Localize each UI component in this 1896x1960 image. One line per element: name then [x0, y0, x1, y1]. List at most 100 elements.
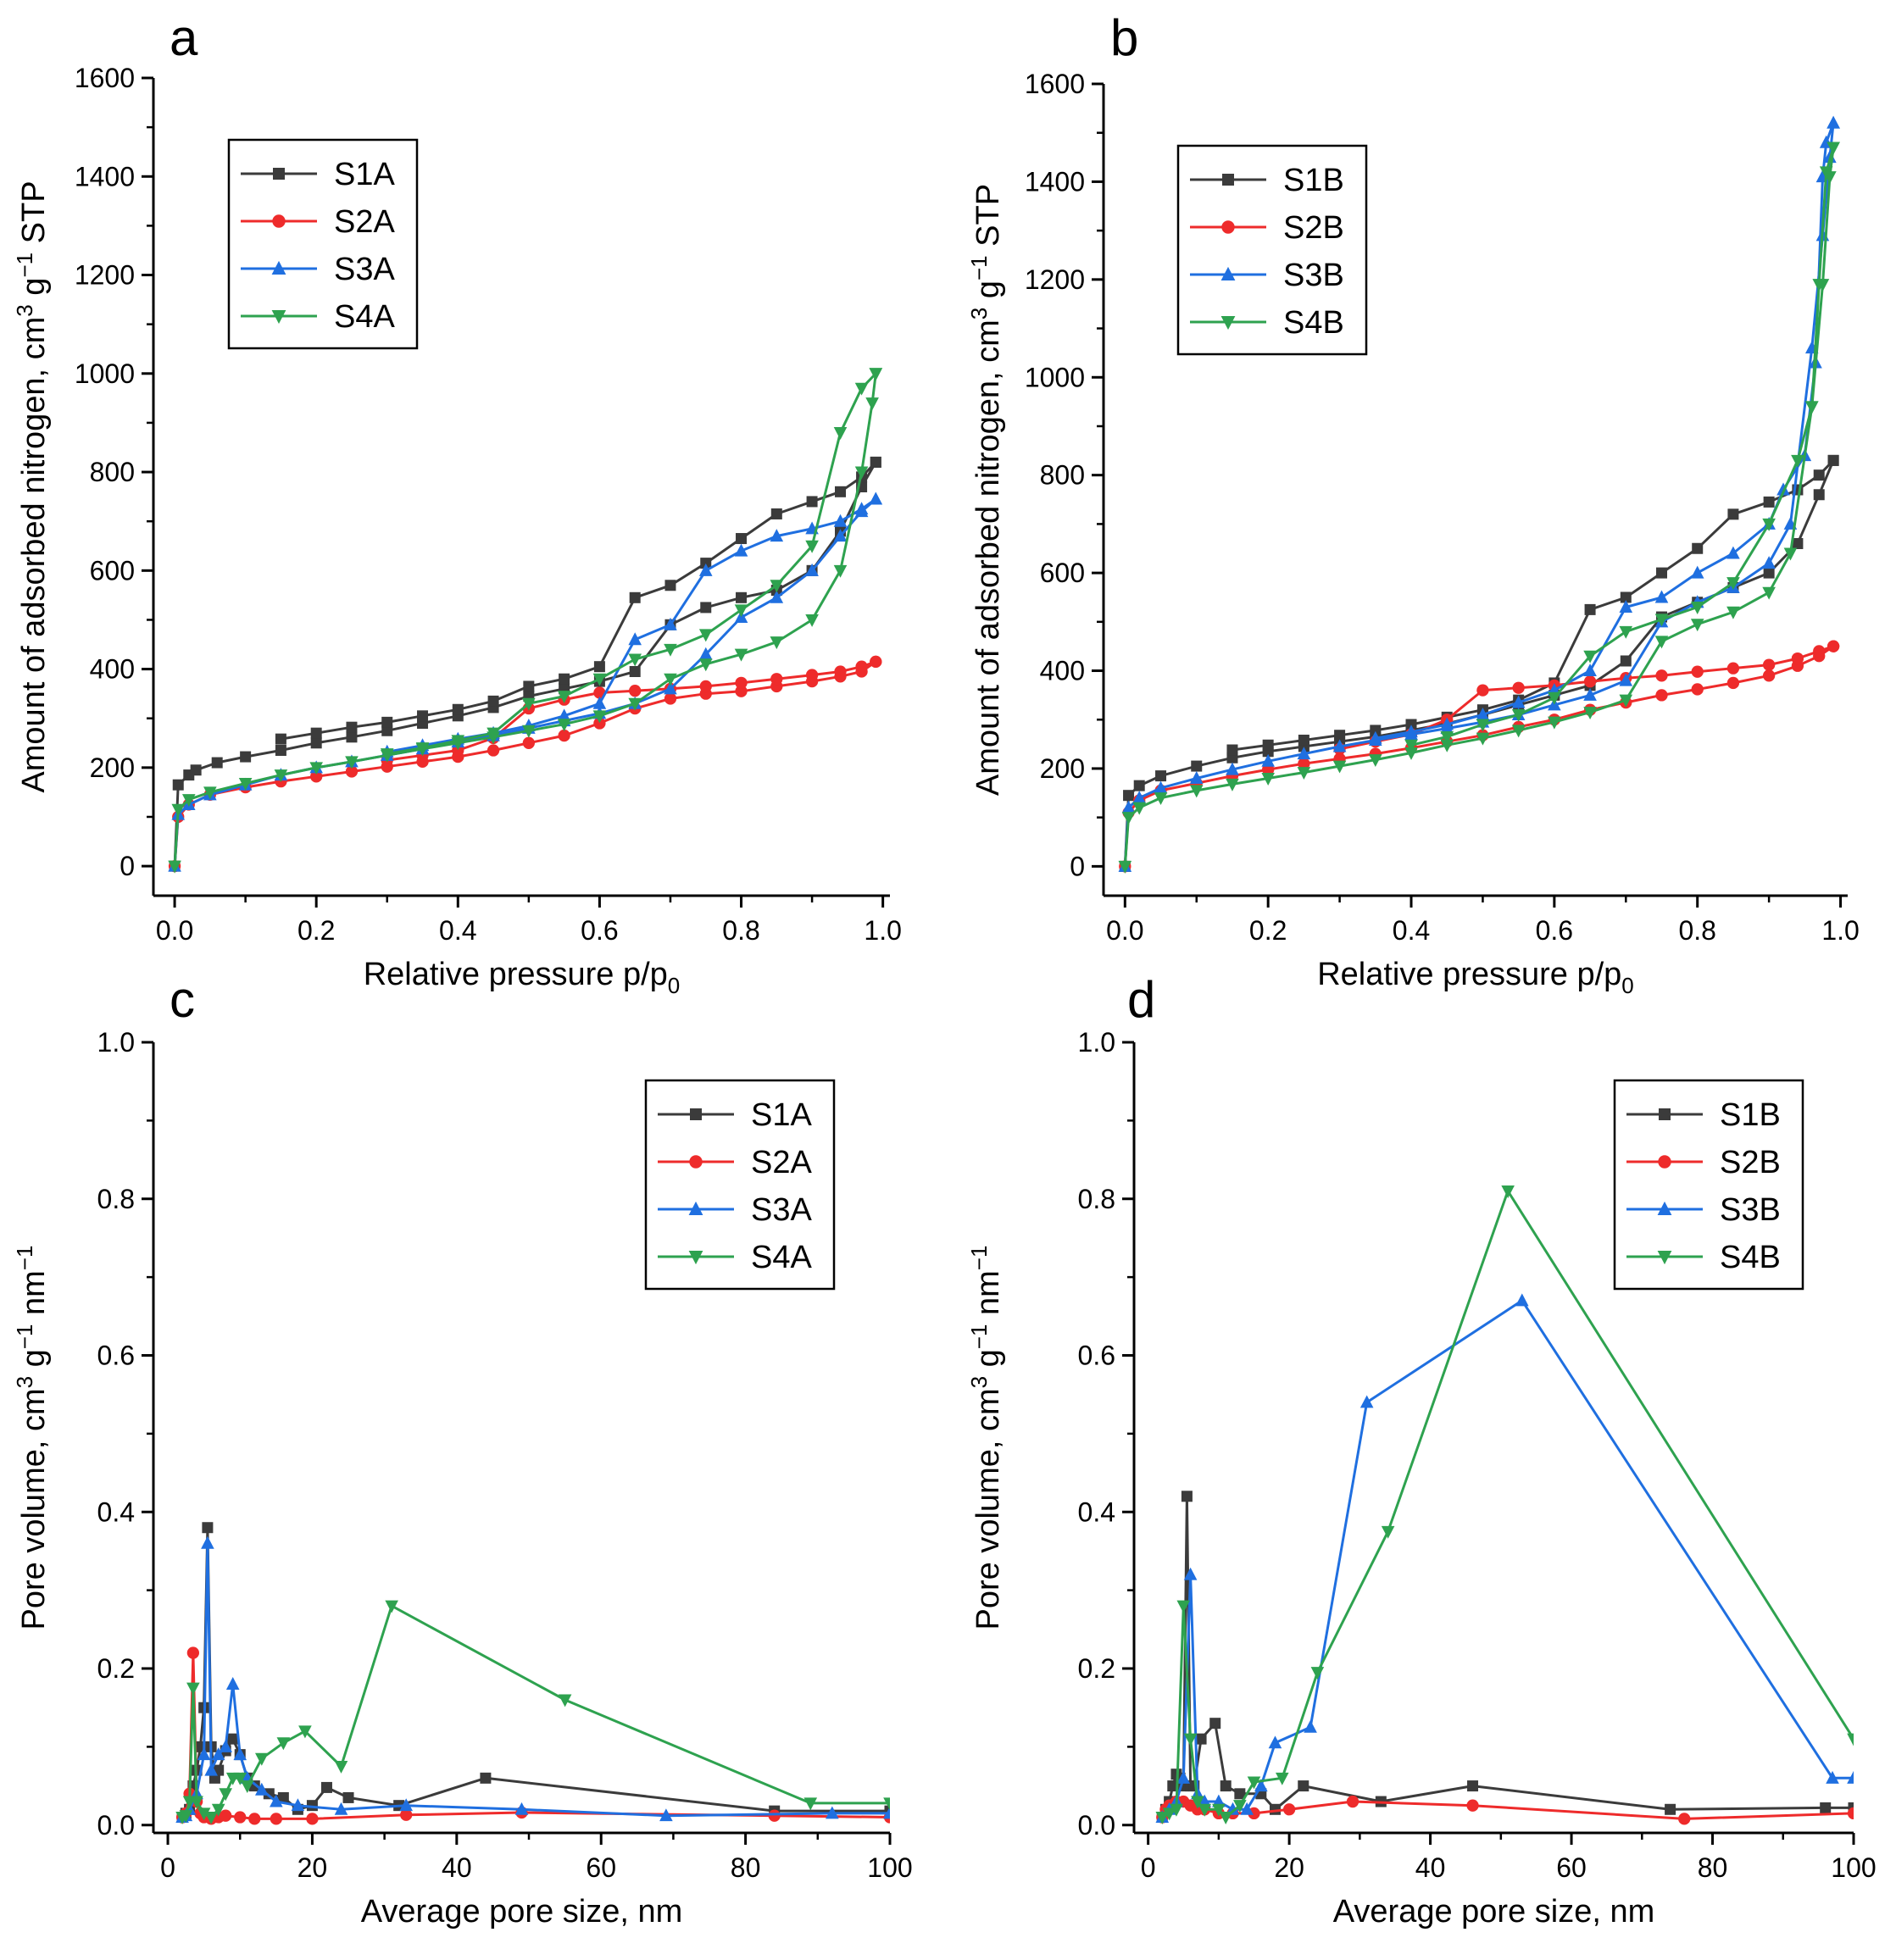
series-line: [181, 1604, 890, 1818]
y-tick-label: 1200: [1025, 264, 1085, 295]
adsorption-line: [1123, 645, 1834, 867]
data-point: [1282, 1803, 1296, 1816]
x-tick-label: 100: [867, 1852, 912, 1883]
data-point: [1654, 590, 1669, 603]
data-point: [1181, 1491, 1193, 1502]
data-point: [381, 716, 393, 728]
legend-marker: [1658, 1155, 1671, 1169]
data-point: [1162, 1807, 1176, 1821]
y-tick-label: 0: [1070, 851, 1085, 881]
data-point: [203, 786, 217, 800]
x-axis-title: Relative pressure p/p0: [364, 957, 681, 998]
y-tick-label: 200: [90, 752, 135, 783]
series-S1A: [169, 456, 881, 872]
data-point: [514, 1802, 529, 1815]
data-point: [1298, 758, 1310, 770]
y-tick-label: 0.0: [97, 1810, 135, 1841]
data-point: [629, 685, 642, 697]
series-line: [181, 1541, 890, 1818]
data-point: [869, 368, 883, 381]
data-point: [698, 563, 713, 576]
data-point: [415, 742, 430, 756]
data-point: [1812, 279, 1826, 292]
data-point: [1404, 739, 1418, 752]
data-point: [628, 653, 642, 667]
data-point: [1826, 1770, 1839, 1784]
data-point: [1819, 166, 1833, 180]
data-point: [451, 735, 465, 748]
y-axis-title: Amount of adsorbed nitrogen, cm3 g−1 STP: [12, 180, 52, 792]
data-point: [1476, 708, 1490, 720]
panel-letter: c: [170, 971, 195, 1028]
y-tick-label: 1200: [75, 260, 135, 291]
legend-marker: [688, 1201, 703, 1215]
data-point: [1620, 591, 1632, 603]
data-point: [736, 591, 748, 603]
data-point: [1763, 567, 1775, 579]
data-point: [629, 665, 641, 677]
data-point: [664, 643, 677, 657]
data-point: [558, 1694, 572, 1707]
x-tick-label: 60: [586, 1852, 616, 1883]
data-point: [833, 529, 848, 542]
x-tick-label: 20: [1274, 1852, 1304, 1883]
data-point: [1511, 725, 1526, 738]
x-tick-label: 40: [1415, 1852, 1446, 1883]
legend-marker: [1221, 220, 1235, 234]
data-point: [1476, 684, 1489, 697]
data-point: [276, 1737, 291, 1751]
data-point: [320, 1781, 332, 1793]
data-point: [270, 1813, 282, 1825]
legend-label: S2B: [1720, 1145, 1781, 1180]
data-point: [522, 725, 536, 738]
x-tick-label: 40: [442, 1852, 472, 1883]
legend-marker: [690, 1108, 702, 1120]
data-point: [1298, 734, 1309, 746]
data-point: [833, 564, 848, 578]
data-point: [1298, 1780, 1309, 1792]
y-tick-label: 1000: [75, 358, 135, 389]
data-point: [1154, 780, 1168, 794]
data-point: [1690, 565, 1704, 579]
legend-marker: [271, 260, 286, 275]
data-point: [1512, 681, 1525, 694]
y-axis-title: Amount of adsorbed nitrogen, cm3 g−1 STP: [966, 184, 1006, 796]
data-point: [1133, 780, 1145, 791]
data-point: [254, 1752, 269, 1766]
data-point: [1226, 778, 1239, 791]
panel-letter: b: [1110, 9, 1138, 66]
data-point: [1189, 785, 1204, 798]
data-point: [1268, 1735, 1282, 1749]
y-tick-label: 1.0: [97, 1027, 135, 1058]
legend-label: S2A: [334, 204, 395, 240]
data-point: [211, 757, 223, 769]
data-point: [345, 765, 359, 778]
data-point: [211, 1747, 225, 1761]
data-point: [854, 502, 869, 515]
data-point: [399, 1798, 413, 1812]
data-point: [197, 1807, 211, 1821]
data-point: [275, 745, 286, 757]
y-tick-label: 0.8: [97, 1184, 135, 1214]
y-axis-title: Pore volume, cm3 g−1 nm−1: [966, 1246, 1006, 1630]
data-point: [310, 737, 322, 749]
data-point: [559, 673, 570, 685]
y-axis-title: Pore volume, cm3 g−1 nm−1: [12, 1246, 52, 1630]
data-point: [1583, 650, 1597, 664]
data-point: [1155, 770, 1167, 782]
data-point: [1583, 664, 1597, 677]
series-S4B: [1155, 1185, 1854, 1824]
data-point: [770, 580, 784, 593]
y-tick-label: 400: [1040, 656, 1085, 686]
legend-marker: [273, 168, 285, 180]
y-tick-label: 0.6: [97, 1341, 135, 1371]
data-point: [1176, 1600, 1191, 1613]
series-line: [181, 1526, 890, 1818]
data-point: [522, 697, 536, 711]
data-point: [1404, 725, 1418, 738]
data-point: [1762, 669, 1776, 682]
legend-label: S1B: [1283, 163, 1344, 198]
panel-a: a 0.0 0.2 0.4 0.6 0.8 1.0 0 200 400 600 800 1000 1200…: [12, 9, 902, 998]
data-point: [238, 777, 253, 791]
data-point: [1476, 719, 1490, 732]
